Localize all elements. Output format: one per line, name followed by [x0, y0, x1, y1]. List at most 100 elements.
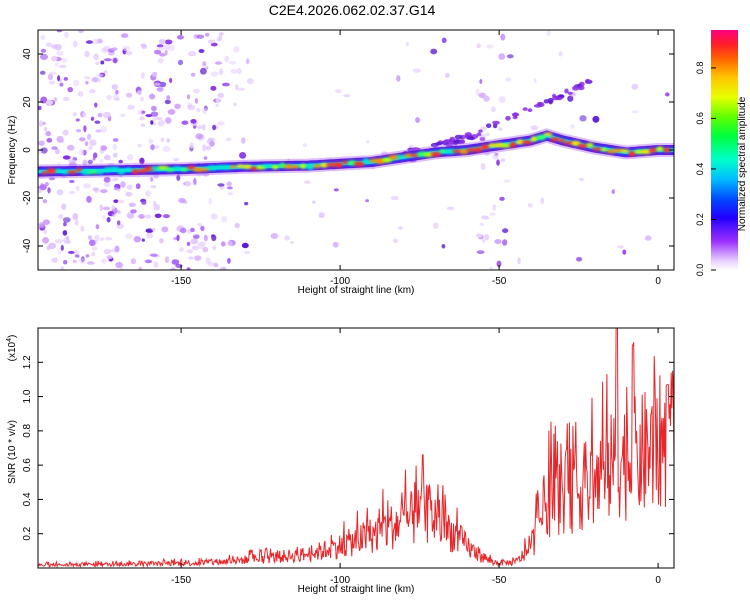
spectrogram-noise-speck — [135, 183, 141, 190]
spectrogram-noise-speck — [480, 126, 487, 131]
spectrogram-noise-speck — [150, 111, 159, 117]
spectrogram-noise-speck — [78, 30, 84, 34]
spectrogram-noise-speck — [151, 228, 156, 231]
snr-y-ticks: 0.2 0.4 0.6 0.8 1.0 1.2 — [22, 355, 674, 541]
snr-x-tick-label: 0 — [655, 575, 661, 586]
spectrogram-noise-speck — [159, 52, 166, 57]
spectrogram-noise-speck — [91, 246, 98, 251]
spectrogram-noise-speck — [47, 73, 54, 81]
spectrogram-noise-speck — [51, 44, 58, 49]
spectrogram-noise-speck — [201, 124, 206, 131]
spectrogram-noise-speck — [149, 253, 158, 257]
snr-y-tick-label: 1.2 — [22, 355, 33, 369]
spectrogram-ridge-blob — [341, 160, 349, 164]
snr-x-ticks: -150 -100 -50 0 — [171, 328, 661, 586]
spectrogram-noise-speck — [92, 38, 100, 45]
spectrogram-noise-speck — [72, 112, 78, 117]
spectrogram-y-tick-label: 40 — [22, 48, 33, 60]
spectrogram-noise-speck — [239, 152, 247, 159]
spectrogram-noise-speck — [243, 250, 251, 254]
spectrogram-noise-speck — [75, 129, 82, 133]
spectrogram-y-tick-label: -20 — [22, 190, 33, 205]
spectrogram-ridge-blob — [283, 164, 296, 169]
spectrogram-noise-speck — [127, 104, 135, 110]
spectrogram-noise-speck — [89, 139, 97, 147]
spectrogram-ridge-blob — [313, 164, 322, 169]
spectrogram-noise-speck — [207, 137, 216, 141]
spectrogram-noise-speck — [390, 195, 399, 201]
spectrogram-noise-speck — [87, 159, 94, 165]
spectrogram-noise-speck — [141, 238, 145, 242]
spectrogram-noise-speck — [492, 204, 497, 211]
spectrogram-noise-speck — [48, 242, 57, 249]
spectrogram-branch-mark — [447, 142, 454, 147]
spectrogram-noise-speck — [241, 242, 249, 249]
spectrogram-noise-speck — [476, 233, 482, 238]
spectrogram-ridge-blob — [459, 149, 469, 155]
spectrogram-noise-speck — [126, 184, 133, 190]
spectrogram-noise-speck — [212, 245, 217, 250]
spectrogram-ridge-blob — [501, 143, 511, 148]
spectrogram-noise-speck — [85, 254, 90, 258]
spectrogram-noise-speck — [138, 214, 145, 219]
spectrogram-noise-speck — [105, 236, 113, 241]
spectrogram-noise-speck — [506, 54, 514, 59]
spectrogram-ridge-blob — [550, 137, 561, 142]
spectrogram-ridge-blob — [61, 170, 69, 175]
spectrogram-ridge-blob — [305, 164, 315, 170]
spectrogram-noise-speck — [212, 124, 217, 131]
spectrogram-noise-speck — [68, 250, 75, 254]
spectrogram-noise-speck — [73, 40, 78, 48]
snr-y-tick-label: 1.0 — [22, 389, 33, 403]
spectrogram-noise-speck — [127, 154, 134, 161]
spectrogram-noise-speck — [215, 103, 219, 107]
snr-series-line — [38, 328, 674, 568]
spectrogram-noise-speck — [430, 48, 438, 55]
spectrogram-noise-speck — [398, 226, 403, 230]
spectrogram-noise-speck — [87, 235, 93, 241]
spectrogram-noise-speck — [99, 159, 104, 163]
spectrogram-noise-speck — [333, 188, 339, 192]
spectrogram-noise-speck — [445, 72, 450, 78]
spectrogram-noise-speck — [94, 102, 98, 108]
spectrogram-noise-speck — [527, 203, 533, 208]
spectrogram-noise-speck — [113, 187, 119, 191]
spectrogram-noise-speck — [83, 183, 91, 189]
spectrogram-noise-speck — [164, 99, 171, 105]
spectrogram-noise-speck — [42, 219, 51, 225]
snr-exponent-power: 4 — [6, 338, 13, 342]
spectrogram-noise-speck — [221, 241, 226, 247]
spectrogram-branch-mark — [584, 78, 591, 84]
spectrogram-noise-speck — [63, 77, 68, 81]
spectrogram-x-ticks: -150 -100 -50 0 — [171, 30, 661, 287]
spectrogram-noise-speck — [66, 144, 75, 151]
spectrogram-noise-speck — [213, 262, 219, 268]
spectrogram-noise-speck — [125, 191, 133, 197]
spectrogram-noise-speck — [502, 228, 509, 234]
spectrogram-ridge-blob — [452, 149, 462, 154]
spectrogram-ridge-blob — [229, 165, 237, 169]
spectrogram-noise-speck — [89, 89, 96, 94]
spectrogram-panel: -150 -100 -50 0 -40 -20 0 20 40 Height of strai… — [7, 29, 675, 296]
spectrogram-noise-speck — [141, 200, 147, 205]
spectrogram-noise-speck — [202, 172, 210, 177]
spectrogram-noise-speck — [100, 145, 108, 151]
spectrogram-noise-speck — [130, 209, 137, 214]
spectrogram-noise-speck — [49, 71, 57, 75]
spectrogram-noise-speck — [631, 83, 639, 90]
spectrogram-noise-speck — [396, 75, 401, 82]
spectrogram-noise-speck — [103, 176, 111, 183]
spectrogram-noise-speck — [179, 247, 184, 253]
spectrogram-noise-speck — [570, 124, 575, 129]
spectrogram-noise-speck — [233, 45, 240, 53]
spectrogram-noise-speck — [483, 216, 490, 220]
spectrogram-noise-speck — [155, 116, 163, 121]
spectrogram-noise-speck — [157, 119, 165, 127]
spectrogram-noise-speck — [492, 154, 499, 160]
spectrogram-noise-speck — [87, 133, 92, 141]
spectrogram-ridge-blob — [262, 164, 275, 168]
spectrogram-noise-speck — [157, 58, 164, 64]
spectrogram-noise-speck — [102, 111, 111, 119]
snr-y-tick-label: 0.4 — [22, 492, 33, 506]
spectrogram-noise-speck — [500, 33, 506, 41]
